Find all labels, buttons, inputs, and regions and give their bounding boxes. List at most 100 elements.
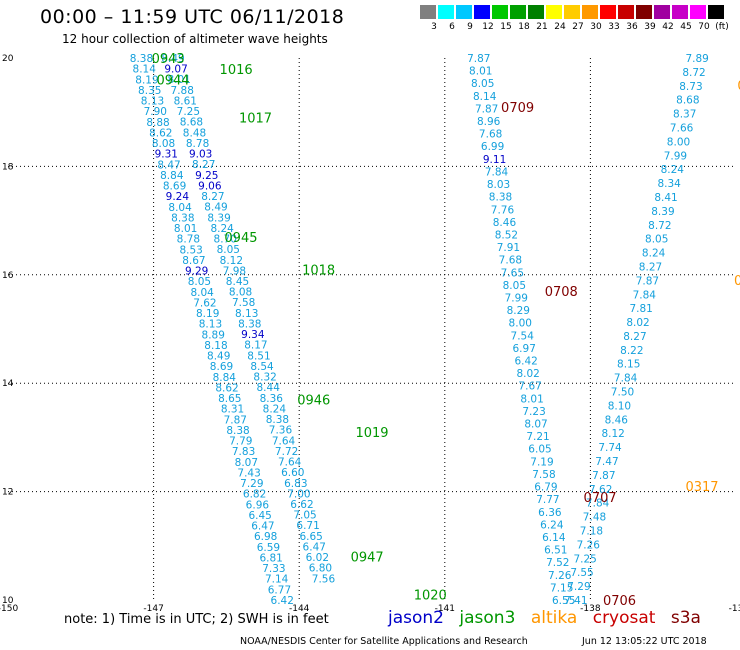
- wave-height-value: 8.36: [260, 393, 284, 405]
- wave-height-value: 7.88: [171, 85, 194, 97]
- wave-height-value: 8.49: [207, 351, 230, 363]
- wave-height-value: 8.41: [654, 192, 677, 204]
- wave-height-value: 8.08: [152, 138, 175, 150]
- color-swatch: [420, 5, 436, 19]
- wave-height-value: 8.05: [503, 280, 526, 292]
- color-swatch: [690, 5, 706, 19]
- wave-height-value: 8.05: [188, 276, 211, 288]
- wave-height-value: 7.19: [530, 456, 553, 468]
- wave-height-value: 8.10: [608, 400, 631, 412]
- wave-height-value: 8.03: [487, 179, 510, 191]
- wave-height-value: 6.80: [309, 563, 332, 575]
- x-tick-label: -141: [435, 604, 455, 614]
- color-swatch: [456, 5, 472, 19]
- wave-height-value: 7.29: [240, 478, 263, 490]
- wave-height-value: 8.53: [179, 244, 202, 256]
- wave-height-value: 7.26: [577, 539, 601, 551]
- wave-height-value: 7.83: [232, 446, 255, 458]
- wave-height-value: 9.06: [198, 180, 222, 192]
- color-swatch: [564, 5, 580, 19]
- wave-height-value: 8.12: [601, 428, 624, 440]
- wave-height-value: 8.52: [495, 229, 518, 241]
- pass-time-label: 0945: [224, 231, 257, 246]
- wave-height-value: 8.46: [493, 217, 517, 229]
- wave-height-value: 8.24: [263, 403, 287, 415]
- wave-height-value: 8.07: [235, 457, 258, 469]
- wave-height-value: 6.98: [254, 531, 277, 543]
- pass-time-label: 0946: [297, 393, 330, 408]
- wave-height-value: 8.05: [645, 234, 668, 246]
- wave-height-value: 6.77: [268, 584, 291, 596]
- wave-height-value: 6.71: [296, 520, 319, 532]
- wave-height-value: 8.04: [190, 287, 214, 299]
- satellite-legend: jason2 jason3 altika cryosat s3a: [388, 608, 711, 628]
- wave-height-value: 6.36: [538, 507, 562, 519]
- wave-height-value: 8.27: [192, 159, 215, 171]
- wave-height-value: 7.15: [550, 582, 573, 594]
- wave-height-value: 8.78: [186, 138, 209, 150]
- wave-height-value: 8.34: [657, 178, 681, 190]
- pass-time-label: 03: [737, 79, 740, 94]
- wave-height-value: 7.65: [501, 267, 524, 279]
- wave-height-value: 7.58: [532, 469, 555, 481]
- wave-height-value: 7.55: [570, 567, 593, 579]
- wave-height-value: 8.24: [642, 248, 666, 260]
- wave-height-value: 8.49: [204, 202, 227, 214]
- wave-height-value: 9.29: [185, 266, 208, 278]
- wave-height-value: 8.49: [161, 53, 184, 65]
- wave-height-value: 8.38: [238, 318, 261, 330]
- wave-height-value: 6.55: [552, 595, 575, 607]
- wave-height-value: 8.14: [473, 91, 497, 103]
- color-scale-label: 30: [590, 22, 602, 32]
- color-swatch: [600, 5, 616, 19]
- pass-time-label: 0706: [603, 594, 636, 609]
- legend-cryosat: cryosat: [592, 608, 656, 628]
- color-scale-label: 3: [431, 22, 437, 32]
- wave-height-value: 9.03: [189, 149, 212, 161]
- wave-height-value: 9.24: [166, 191, 190, 203]
- x-tick-label: -144: [289, 604, 310, 614]
- wave-height-value: 8.27: [623, 331, 646, 343]
- wave-height-value: 8.54: [250, 361, 274, 373]
- wave-height-value: 8.07: [524, 419, 547, 431]
- wave-height-value: 8.04: [168, 202, 192, 214]
- wave-height-value: 6.65: [299, 531, 322, 543]
- wave-height-value: 7.00: [287, 488, 310, 500]
- color-scale-label: 21: [536, 22, 548, 32]
- wave-height-value: 7.25: [177, 106, 200, 118]
- wave-height-value: 8.24: [661, 164, 685, 176]
- wave-height-value: 8.37: [673, 109, 696, 121]
- color-swatch: [618, 5, 634, 19]
- legend-jason2: jason2: [388, 608, 444, 628]
- wave-height-value: 7.62: [193, 297, 216, 309]
- wave-height-value: 6.14: [542, 532, 566, 544]
- wave-height-value: 7.84: [586, 498, 610, 510]
- wave-height-value: 6.45: [248, 510, 271, 522]
- wave-height-value: 9.25: [195, 170, 218, 182]
- wave-height-value: 6.82: [243, 489, 266, 501]
- wave-height-value: 8.29: [507, 305, 530, 317]
- footer-timestamp: Jun 12 13:05:22 UTC 2018: [582, 636, 707, 647]
- wave-height-value: 7.43: [237, 467, 260, 479]
- wave-height-value: 8.01: [520, 393, 543, 405]
- color-scale-label: 24: [554, 22, 566, 32]
- wave-height-value: 8.78: [177, 234, 200, 246]
- color-scale-label: 45: [680, 22, 692, 32]
- wave-height-value: 7.58: [232, 297, 255, 309]
- wave-height-value: 8.68: [676, 95, 699, 107]
- color-scale-label: (ft): [715, 22, 729, 32]
- color-swatch: [528, 5, 544, 19]
- pass-time-label: 1018: [302, 263, 335, 278]
- wave-height-value: 7.74: [598, 442, 622, 454]
- wave-height-value: 6.62: [290, 499, 313, 511]
- wave-height-value: 8.62: [149, 127, 172, 139]
- wave-height-value: 7.68: [499, 255, 522, 267]
- wave-height-value: 8.47: [157, 159, 180, 171]
- wave-height-value: 7.87: [636, 275, 659, 287]
- y-tick-label: 14: [2, 379, 14, 389]
- wave-height-value: 7.67: [518, 381, 541, 393]
- y-tick-label: 12: [2, 488, 13, 498]
- wave-height-value: 7.18: [580, 526, 603, 538]
- wave-height-value: 7.05: [293, 510, 316, 522]
- wave-height-value: 8.61: [174, 95, 197, 107]
